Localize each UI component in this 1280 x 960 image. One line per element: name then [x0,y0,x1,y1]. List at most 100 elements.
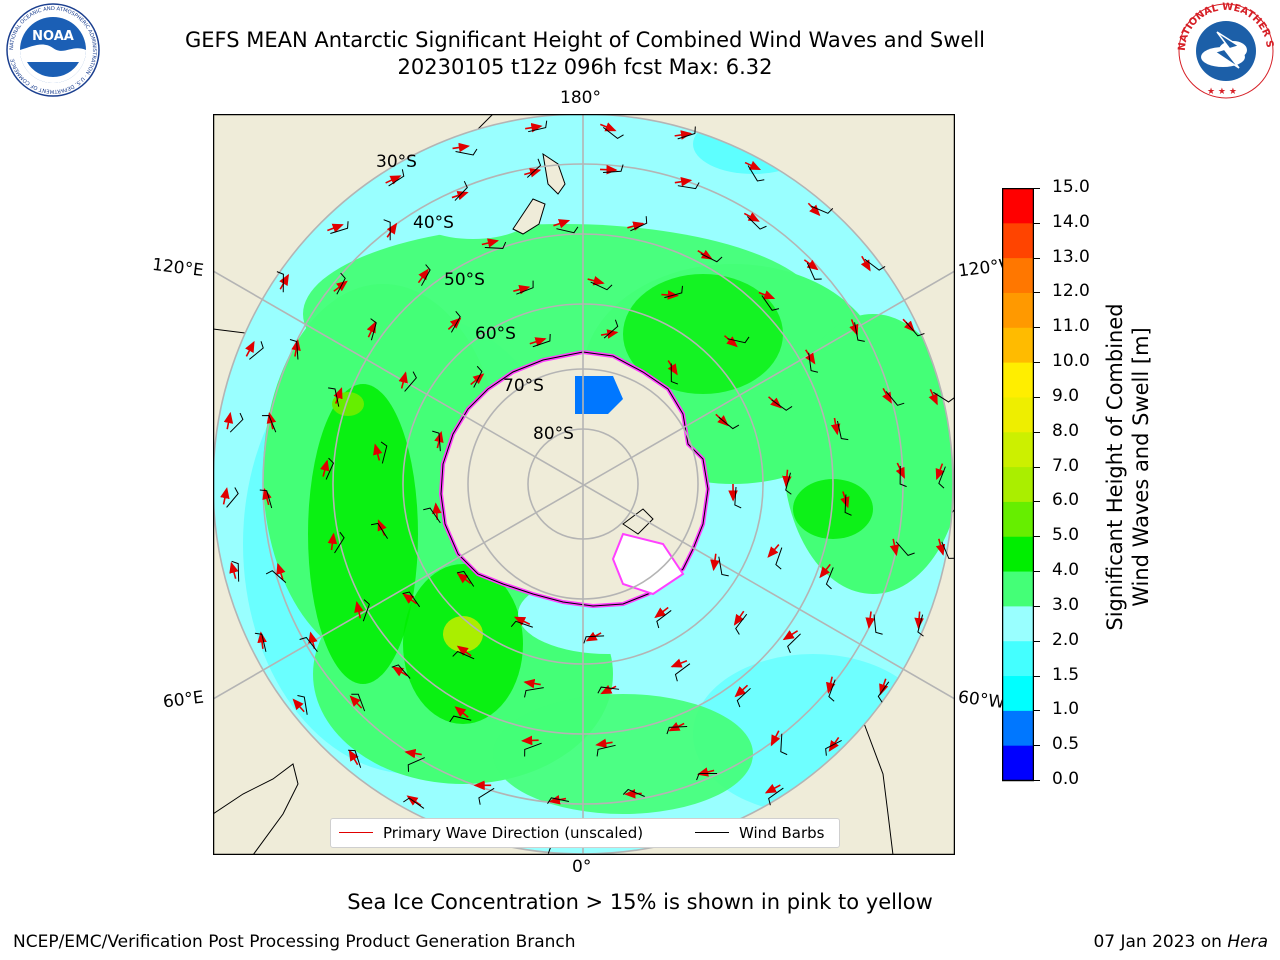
wave-arrow [803,259,819,271]
wind-barbs [226,120,955,854]
colorbar-block [1002,222,1034,259]
wave-arrow [826,676,836,694]
legend-barb-label: Wind Barbs [739,824,825,842]
wind-barb [677,182,700,190]
wave-arrow [599,122,617,132]
lon-label-0: 0° [572,857,592,877]
wave-arrow [674,130,693,140]
wave-arrow [767,544,780,558]
colorbar-tick-label: 15.0 [1052,177,1090,197]
wind-barb [895,541,915,556]
wave-arrow [782,630,799,641]
wind-barb [656,610,672,629]
wind-barb [532,334,551,348]
colorbar-label: Significant Height of Combined Wind Wave… [1103,303,1153,631]
lon-label-180: 180° [560,88,601,108]
nws-logo: NATIONAL WEATHER SERVICE ★ ★ ★ [1177,2,1275,99]
colorbar-tick-label: 13.0 [1052,246,1090,267]
lat-label-60s: 60°S [475,324,516,344]
wind-barb [449,715,472,723]
colorbar-block [1002,257,1034,293]
wave-arrow [661,290,679,300]
colorbar-block [1002,466,1034,502]
wind-barb [254,632,267,652]
wind-barb [806,262,822,280]
wind-barb [328,387,340,407]
wave-arrow [764,783,781,794]
wind-barb [735,613,748,635]
wave-arrow [860,255,871,272]
colorbar-tick-label: 1.0 [1052,699,1080,720]
wind-barb [383,219,391,241]
wind-barb [478,787,495,805]
wave-arrow [819,563,831,579]
colorbar-tick-mark [1034,292,1040,294]
wave-arrow [758,290,776,300]
wave-arrow [406,795,422,807]
wind-barb [677,126,696,140]
wind-barb [325,457,335,480]
lon-label-120e: 120°E [150,254,205,282]
wave-arrow [830,417,841,436]
wave-arrow [525,122,543,133]
wave-arrow [223,411,234,430]
wind-barb [771,399,793,411]
wind-barb [407,757,425,772]
colorbar-block [1002,501,1034,537]
colorbar-tick-mark [1034,605,1040,607]
wind-barb [297,695,308,715]
wave-arrow [889,538,900,557]
wind-barb [231,560,240,582]
wind-barb [330,221,349,235]
wind-barb [775,547,783,570]
wind-barb [596,744,616,757]
wind-barb [666,726,688,735]
wave-arrow [513,616,531,626]
colorbar-block [1002,431,1034,468]
wave-arrow [348,749,359,766]
wind-barb [583,635,605,644]
wind-barb [259,489,273,509]
wave-arrow [398,371,408,389]
lat-label-30s: 30°S [376,152,417,172]
wave-arrow [373,443,383,461]
wave-arrow [245,340,255,357]
colorbar-block [1002,605,1034,642]
lat-label-50s: 50°S [444,270,485,290]
wave-arrow [733,610,745,626]
wind-barb [351,693,366,712]
wind-barb [380,441,388,464]
wind-barb [727,336,750,344]
colorbar-tick-mark [1034,188,1040,189]
wind-barb [370,522,389,539]
wind-barb [785,472,792,495]
colorbar-tick-label: 10.0 [1052,351,1090,372]
wind-barb [590,281,613,291]
colorbar-block [1002,188,1034,224]
wind-barb [454,180,468,201]
wind-barb [423,507,441,524]
wave-arrow [308,631,318,649]
map-frame [213,114,955,855]
wind-barb [787,633,801,653]
wind-barb [828,679,836,702]
wave-arrow [333,280,348,292]
wind-barb [402,591,421,608]
lat-label-40s: 40°S [413,213,454,233]
wind-barb [905,321,925,337]
wind-barb [938,466,946,489]
wave-arrow [782,469,792,488]
weddell-sea-ice [611,532,685,596]
wind-barb [854,322,865,342]
wave-arrow [513,284,531,295]
colorbar-tick-label: 14.0 [1052,211,1090,232]
wave-arrow [456,572,472,585]
wind-barb [404,371,417,392]
colorbar-tick-mark [1034,780,1040,781]
wind-barb [456,570,475,587]
africa-land [213,763,299,855]
wave-arrow [600,164,618,175]
wind-barb [941,541,955,559]
wind-barb [761,295,780,311]
wave-arrow [279,273,289,290]
